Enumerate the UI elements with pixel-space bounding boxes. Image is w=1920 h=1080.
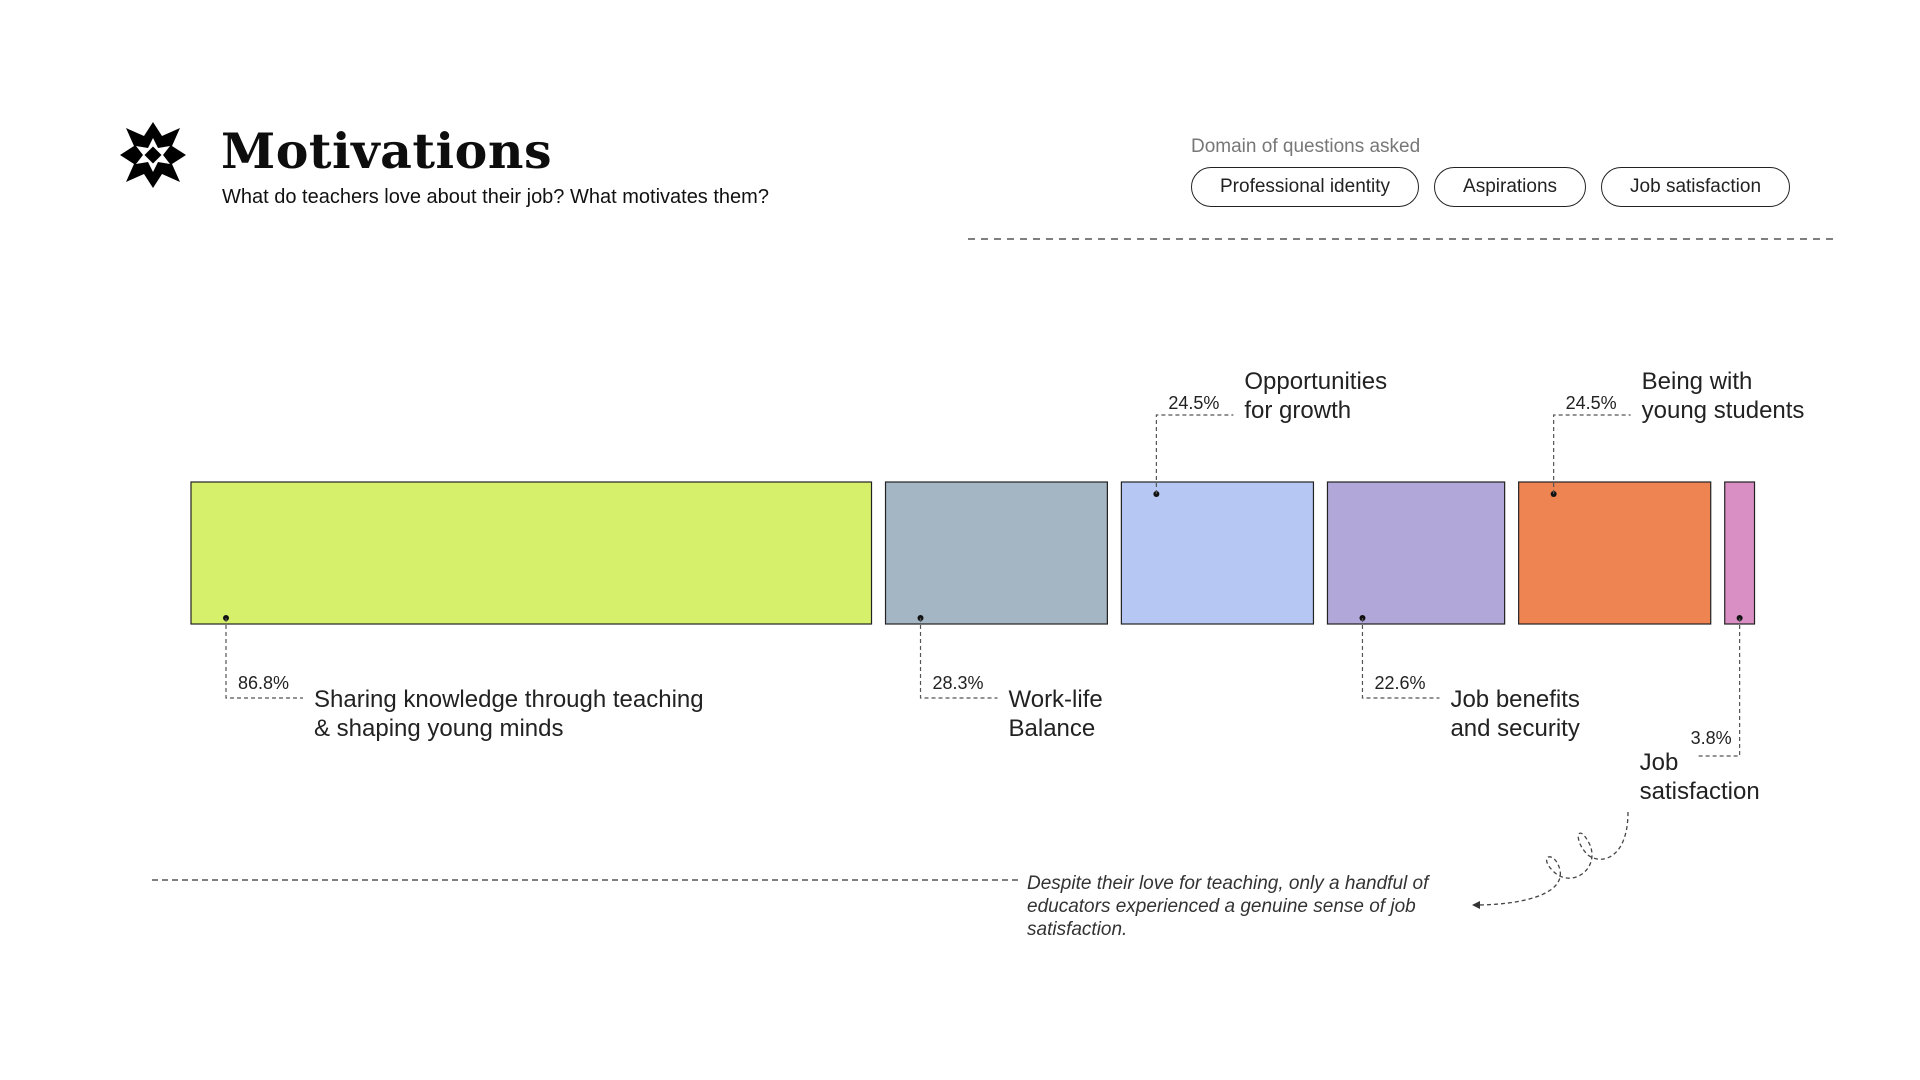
category-label-2: Balance — [1009, 715, 1096, 742]
category-label-2: Work-life — [1009, 686, 1103, 713]
category-label-4: Job benefits — [1450, 686, 1579, 713]
annotation-arrow — [1474, 811, 1629, 906]
category-label-3: Opportunities — [1244, 368, 1387, 395]
page-subtitle: What do teachers love about their job? W… — [222, 186, 769, 208]
leader-line-6 — [1697, 618, 1741, 757]
leader-line-2 — [919, 618, 998, 699]
value-label-5: 24.5% — [1566, 393, 1617, 413]
filter-aspirations[interactable]: Aspirations — [1434, 167, 1587, 207]
star-burst-logo-icon — [120, 122, 186, 188]
category-label-6: Job — [1640, 749, 1679, 776]
category-label-3: for growth — [1244, 397, 1351, 424]
bar-3 — [1120, 481, 1315, 625]
filter-job-satisfaction[interactable]: Job satisfaction — [1601, 167, 1791, 207]
value-label-1: 86.8% — [238, 673, 289, 693]
category-label-5: young students — [1642, 397, 1805, 424]
value-label-4: 22.6% — [1374, 673, 1425, 693]
domain-filter: Professional identity Aspirations Job sa… — [1191, 167, 1791, 207]
category-label-4: and security — [1450, 715, 1579, 742]
leader-line-1 — [225, 618, 303, 699]
bar-4 — [1326, 481, 1506, 625]
category-label-1: Sharing knowledge through teaching — [314, 686, 704, 713]
leader-line-4 — [1361, 618, 1440, 699]
bar-1 — [190, 481, 873, 625]
bar-6 — [1724, 481, 1756, 625]
annotation-arrowhead — [1472, 901, 1480, 909]
domain-filter-label: Domain of questions asked — [1191, 136, 1421, 157]
annotation-note: Despite their love for teaching, only a … — [1027, 873, 1429, 940]
page-title: Motivations — [221, 122, 553, 180]
value-label-2: 28.3% — [933, 673, 984, 693]
leader-line-3 — [1155, 414, 1234, 494]
bar-2 — [884, 481, 1108, 625]
value-label-6: 3.8% — [1691, 728, 1732, 748]
leader-line-5 — [1553, 414, 1631, 494]
bar-5 — [1518, 481, 1712, 625]
category-label-1: & shaping young minds — [314, 715, 564, 742]
category-label-5: Being with — [1642, 368, 1753, 395]
filter-professional-identity[interactable]: Professional identity — [1191, 167, 1420, 207]
value-label-3: 24.5% — [1168, 393, 1219, 413]
category-label-6: satisfaction — [1640, 778, 1760, 805]
